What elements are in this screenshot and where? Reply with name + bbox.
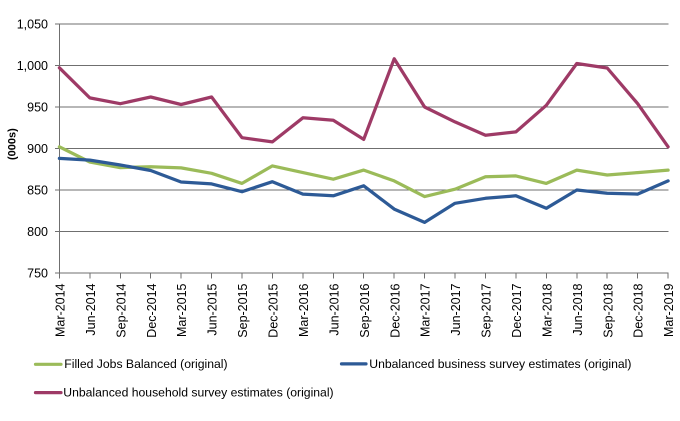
svg-text:Mar-2014: Mar-2014: [54, 283, 68, 337]
svg-text:Mar-2017: Mar-2017: [419, 283, 433, 337]
svg-text:950: 950: [27, 100, 48, 114]
svg-text:Unbalanced business survey est: Unbalanced business survey estimates (or…: [369, 357, 631, 371]
svg-text:(000s): (000s): [7, 128, 19, 160]
svg-text:Sep-2015: Sep-2015: [236, 283, 250, 337]
svg-text:750: 750: [27, 266, 48, 280]
svg-text:Jun-2015: Jun-2015: [206, 283, 220, 335]
svg-text:Sep-2016: Sep-2016: [358, 283, 372, 337]
svg-text:Dec-2015: Dec-2015: [267, 283, 281, 337]
svg-text:Mar-2016: Mar-2016: [297, 283, 311, 337]
svg-text:Unbalanced household survey es: Unbalanced household survey estimates (o…: [63, 386, 333, 400]
svg-text:Dec-2016: Dec-2016: [388, 283, 402, 337]
svg-text:Dec-2014: Dec-2014: [145, 283, 159, 337]
svg-text:Mar-2019: Mar-2019: [662, 283, 676, 337]
svg-text:1,050: 1,050: [17, 17, 48, 31]
svg-text:Mar-2015: Mar-2015: [175, 283, 189, 337]
svg-text:Jun-2014: Jun-2014: [84, 283, 98, 335]
svg-text:900: 900: [27, 142, 48, 156]
svg-text:Jun-2017: Jun-2017: [449, 283, 463, 335]
svg-text:Filled Jobs Balanced (original: Filled Jobs Balanced (original): [64, 357, 227, 371]
svg-text:Dec-2018: Dec-2018: [632, 283, 646, 337]
svg-text:Sep-2014: Sep-2014: [114, 283, 128, 337]
svg-text:Sep-2017: Sep-2017: [480, 283, 494, 337]
svg-text:Dec-2017: Dec-2017: [510, 283, 524, 337]
svg-text:Sep-2018: Sep-2018: [601, 283, 615, 337]
svg-text:Jun-2016: Jun-2016: [327, 283, 341, 335]
svg-text:1,000: 1,000: [17, 59, 48, 73]
svg-text:Jun-2018: Jun-2018: [571, 283, 585, 335]
svg-text:Mar-2018: Mar-2018: [540, 283, 554, 337]
svg-text:850: 850: [27, 183, 48, 197]
svg-text:800: 800: [27, 225, 48, 239]
